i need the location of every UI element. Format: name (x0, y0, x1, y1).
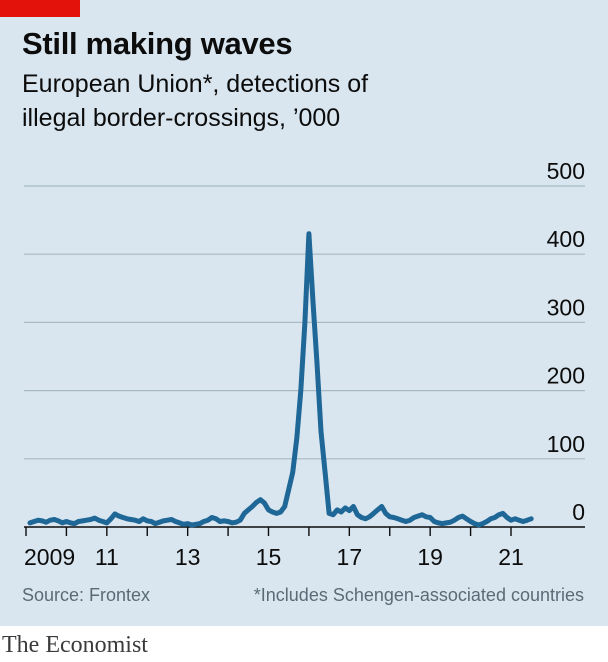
chart-subtitle-line-2: illegal border-crossings, ’000 (22, 104, 341, 132)
x-tick-label-21: 21 (498, 544, 524, 570)
y-tick-label-500: 500 (547, 158, 585, 184)
line-chart: 0 100 200 300 400 500 2009 11 13 15 17 19 21 (24, 158, 585, 570)
y-tick-label-100: 100 (547, 431, 585, 457)
x-tick-label-2009: 2009 (24, 544, 75, 570)
x-tick-label-15: 15 (256, 544, 282, 570)
y-tick-label-0: 0 (572, 499, 585, 525)
chart-title: Still making waves (22, 26, 293, 61)
x-tick-label-13: 13 (175, 544, 201, 570)
footnote: *Includes Schengen-associated countries (253, 585, 584, 605)
x-axis: 2009 11 13 15 17 19 21 (24, 526, 585, 570)
y-tick-label-400: 400 (547, 226, 585, 252)
x-tick-label-11: 11 (95, 544, 119, 570)
series-line-0 (27, 231, 534, 528)
y-axis-ticks: 0 100 200 300 400 500 (547, 158, 585, 525)
chart-panel: Still making waves European Union*, dete… (0, 0, 608, 626)
x-tick-label-17: 17 (337, 544, 363, 570)
economist-logo: The Economist (2, 632, 148, 658)
x-tick-label-19: 19 (417, 544, 443, 570)
series-layer (27, 231, 534, 528)
source-note: Source: Frontex (22, 585, 151, 605)
y-tick-label-300: 300 (547, 294, 585, 320)
chart-subtitle-line-1: European Union*, detections of (22, 70, 369, 98)
y-tick-label-200: 200 (547, 363, 585, 389)
red-brand-tag (0, 0, 80, 17)
